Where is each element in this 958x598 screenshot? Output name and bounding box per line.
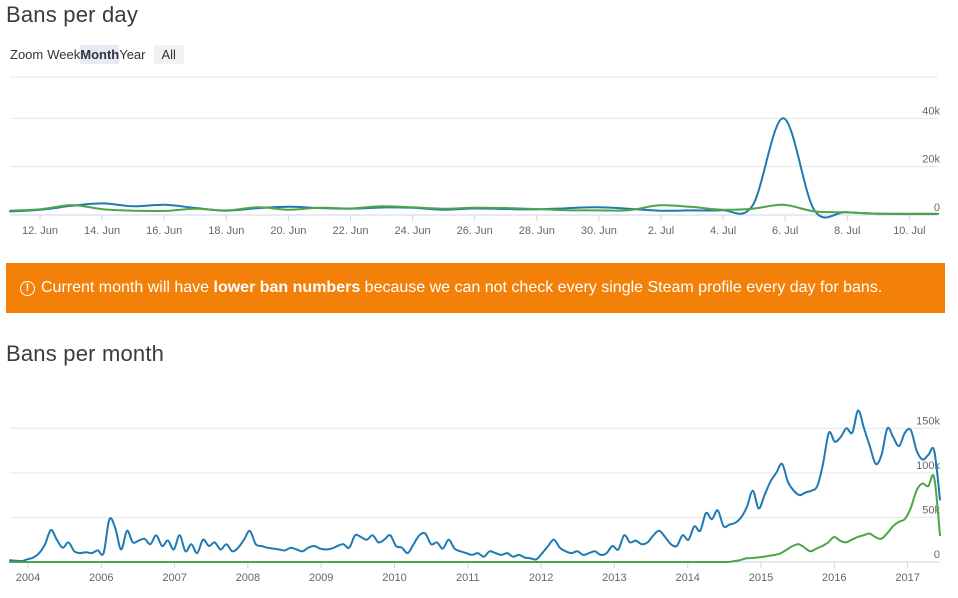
x-tick-label: 28. Jun bbox=[519, 225, 555, 237]
x-tick-label: 18. Jun bbox=[208, 225, 244, 237]
y-tick-label: 50k bbox=[922, 504, 940, 516]
y-tick-label: 150k bbox=[916, 415, 940, 427]
x-tick-label: 16. Jun bbox=[146, 225, 182, 237]
x-tick-label: 20. Jun bbox=[270, 225, 306, 237]
y-tick-label: 0 bbox=[934, 549, 940, 561]
x-tick-label: 2008 bbox=[236, 572, 260, 584]
x-tick-label: 2017 bbox=[895, 572, 919, 584]
zoom-year-button[interactable]: Year bbox=[119, 46, 146, 62]
x-tick-label: 2010 bbox=[382, 572, 406, 584]
series-line-0 bbox=[9, 409, 941, 563]
x-tick-label: 2006 bbox=[89, 572, 113, 584]
x-tick-label: 14. Jun bbox=[84, 225, 120, 237]
x-tick-label: 2. Jul bbox=[648, 225, 674, 237]
series-line-1 bbox=[9, 203, 939, 215]
bans-per-month-chart: 0 50k 100k 150k 2004 2006 2007 2008 2009 2010 2011… bbox=[9, 409, 941, 584]
x-tick-label: 2016 bbox=[822, 572, 846, 584]
x-tick-label: 8. Jul bbox=[834, 225, 860, 237]
zoom-month-button[interactable]: Month bbox=[80, 44, 120, 64]
x-tick-label: 2009 bbox=[309, 572, 333, 584]
x-tick-label: 24. Jun bbox=[395, 225, 431, 237]
bans-per-day-chart: 0 20k 40k 12. Jun 14. Jun 16. Jun 18. Jun 20. J… bbox=[9, 76, 940, 237]
x-tick-label: 22. Jun bbox=[332, 225, 368, 237]
x-tick-label: 10. Jul bbox=[893, 225, 925, 237]
y-tick-label: 40k bbox=[922, 105, 940, 117]
x-tick-label: 2012 bbox=[529, 572, 553, 584]
y-tick-label: 20k bbox=[922, 154, 940, 166]
chart-title-bans-per-month: Bans per month bbox=[6, 341, 165, 366]
x-tick-label: 2007 bbox=[162, 572, 186, 584]
y-tick-label: 100k bbox=[916, 460, 940, 472]
x-tick-label: 30. Jun bbox=[581, 225, 617, 237]
zoom-selector: Zoom Week Month Year All bbox=[10, 44, 184, 64]
chart-title-bans-per-day: Bans per day bbox=[6, 2, 139, 27]
x-tick-label: 2015 bbox=[749, 572, 773, 584]
series-line-0 bbox=[9, 117, 939, 219]
x-tick-label: 2011 bbox=[456, 572, 480, 584]
x-tick-label: 26. Jun bbox=[457, 225, 493, 237]
zoom-label: Zoom bbox=[10, 46, 44, 62]
x-tick-label: 4. Jul bbox=[710, 225, 736, 237]
exclamation-circle-icon: ! bbox=[20, 280, 35, 296]
x-tick-label: 2004 bbox=[16, 572, 40, 584]
series-line-1 bbox=[9, 474, 941, 564]
notice-text: Current month will have lower ban number… bbox=[41, 279, 883, 296]
notice-banner: ! Current month will have lower ban numb… bbox=[6, 263, 945, 313]
x-tick-label: 6. Jul bbox=[772, 225, 798, 237]
x-tick-label: 2013 bbox=[602, 572, 626, 584]
zoom-all-button[interactable]: All bbox=[153, 44, 184, 64]
y-tick-label: 0 bbox=[934, 202, 940, 214]
x-tick-label: 12. Jun bbox=[22, 225, 58, 237]
zoom-week-button[interactable]: Week bbox=[47, 46, 81, 62]
x-tick-label: 2014 bbox=[675, 572, 699, 584]
